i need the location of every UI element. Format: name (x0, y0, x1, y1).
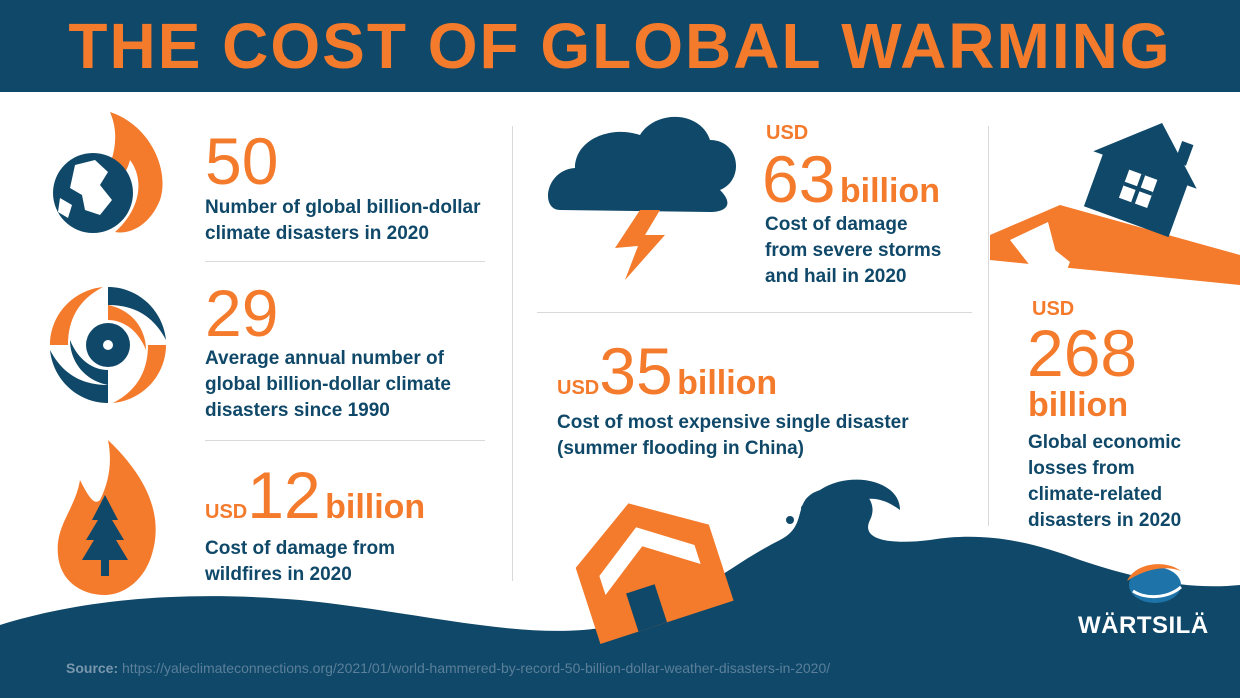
page-title: THE COST OF GLOBAL WARMING (68, 10, 1172, 82)
divider (537, 312, 972, 313)
wildfire-tree-icon (57, 440, 156, 595)
flood-house-icon (575, 503, 734, 644)
stat-description: Global economic losses from climate-rela… (1028, 430, 1181, 534)
currency-prefix: USD (205, 501, 248, 523)
description-line: Cost of damage from (205, 538, 396, 559)
stat-value: USD35 billion (557, 338, 777, 404)
description-line: disasters in 2020 (1028, 510, 1182, 531)
description-line: climate-related (1028, 484, 1163, 505)
currency-prefix: USD (1032, 298, 1075, 320)
earthquake-house-icon (990, 123, 1240, 285)
description-line: (summer flooding in China) (557, 438, 804, 459)
source-citation: Source: https://yaleclimateconnections.o… (66, 660, 830, 676)
divider (988, 126, 989, 526)
source-label: Source: (66, 660, 119, 676)
description-line: Cost of most expensive single disaster (557, 412, 909, 433)
header-bar (0, 0, 1240, 92)
source-link[interactable]: https://yaleclimateconnections.org/2021/… (122, 660, 831, 676)
description-line: Number of global billion-dollar (205, 197, 481, 218)
description-line: climate disasters in 2020 (205, 223, 429, 244)
stat-number: 50 (205, 124, 279, 198)
stat-suffix: billion (325, 488, 426, 526)
stat-description: Cost of most expensive single disaster (… (557, 410, 909, 462)
brand-logo-text: WÄRTSILÄ (1078, 612, 1209, 639)
stat-number: 29 (205, 276, 279, 350)
currency-prefix: USD (766, 122, 809, 144)
description-line: Global economic (1028, 432, 1182, 453)
stat-number: 12 (247, 458, 321, 532)
divider (205, 440, 485, 441)
stat-number: 63 (762, 142, 836, 216)
description-line: Average annual number of (205, 348, 444, 369)
description-line: losses from (1028, 458, 1135, 479)
stat-number: 35 (599, 334, 673, 408)
divider (205, 261, 485, 262)
stat-description: Cost of damage from severe storms and ha… (765, 212, 941, 290)
description-line: from severe storms (765, 240, 942, 261)
stat-suffix: billion (677, 364, 778, 402)
stat-value: 63 billion (762, 146, 940, 212)
stat-description: Cost of damage from wildfires in 2020 (205, 536, 395, 588)
description-line: Cost of damage (765, 214, 908, 235)
storm-cloud-icon (548, 116, 737, 280)
stat-suffix: billion (1028, 386, 1129, 424)
globe-fire-icon (53, 112, 163, 233)
stat-number: 268 (1027, 316, 1138, 390)
wave-shape (0, 486, 1240, 698)
stat-suffix: billion (839, 172, 940, 210)
stat-description: Average annual number of global billion-… (205, 346, 451, 424)
description-line: disasters since 1990 (205, 400, 390, 421)
stat-value: USD12 billion (205, 462, 425, 528)
divider (512, 126, 513, 581)
hurricane-icon (50, 287, 166, 403)
description-line: and hail in 2020 (765, 266, 907, 287)
stat-description: Number of global billion-dollar climate … (205, 195, 481, 247)
wartsila-logo-icon (1127, 564, 1182, 603)
description-line: global billion-dollar climate (205, 374, 451, 395)
currency-prefix: USD (557, 377, 600, 399)
description-line: wildfires in 2020 (205, 564, 352, 585)
